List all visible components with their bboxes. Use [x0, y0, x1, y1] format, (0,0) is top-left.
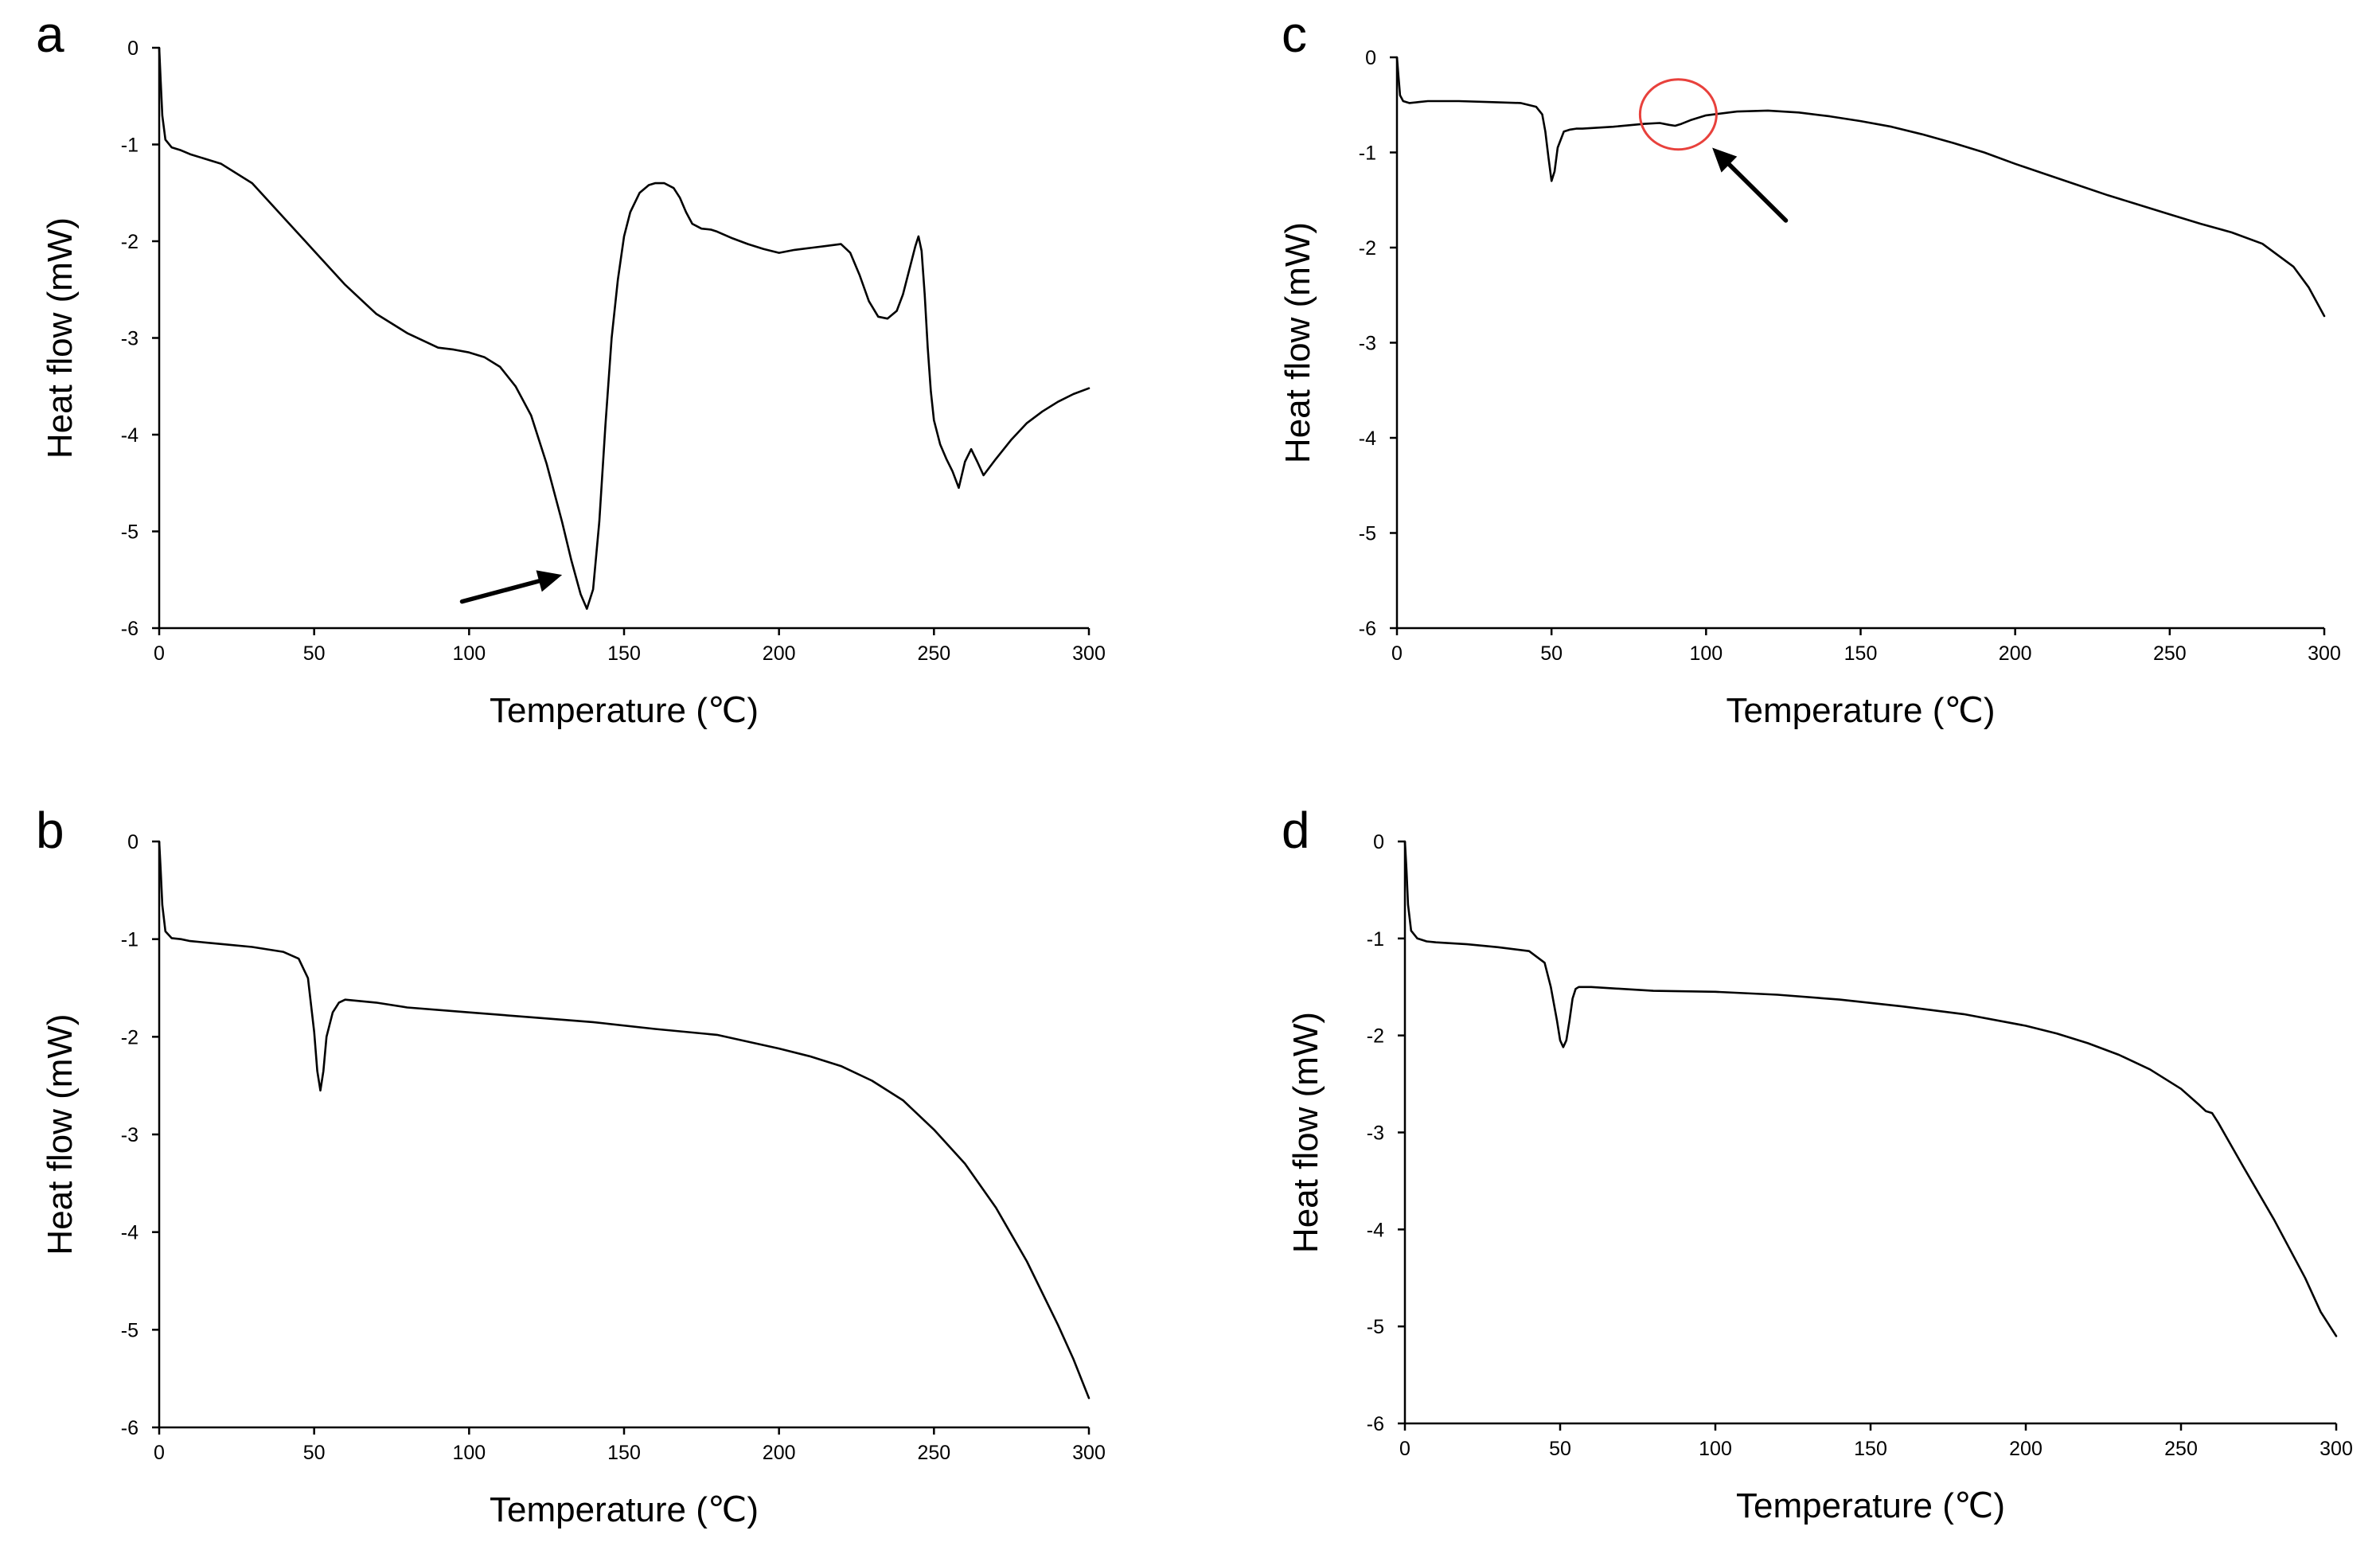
panel-a-x-tick-label: 150: [607, 642, 641, 665]
panel-c-y-axis-title: Heat flow (mW): [1278, 222, 1317, 463]
panel-d-y-tick-label: 0: [1373, 831, 1384, 853]
panel-b-y-tick-label: -5: [121, 1319, 139, 1341]
panel-a-arrow-head: [536, 570, 563, 592]
panel-d-y-tick-label: -3: [1367, 1122, 1384, 1145]
panel-d-label: d: [1282, 802, 1310, 859]
panel-b-x-tick-label: 250: [917, 1442, 950, 1464]
panel-c-y-tick-label: -5: [1359, 523, 1376, 545]
panel-b-y-tick-label: -4: [121, 1222, 139, 1244]
panel-b-heat-flow-curve: [158, 840, 1091, 1400]
panel-a-y-axis-title: Heat flow (mW): [41, 217, 80, 459]
panel-b-y-axis-title: Heat flow (mW): [41, 1013, 80, 1255]
panel-c-y-tick-label: -6: [1359, 618, 1376, 640]
panel-d-x-tick-label: 150: [1854, 1438, 1887, 1460]
panel-a-y-tick-label: -4: [121, 424, 139, 447]
panel-b-y-tick-label: -1: [121, 929, 139, 951]
panel-a-plot-area: 0 50 100 150 200 250 300 0 -1 -2 -3 -4 -5 -6 Temperatu…: [41, 37, 1106, 730]
panel-b-label: b: [36, 802, 64, 859]
panel-d-chart: d 0 50 100 150 200 250 300 0 -1 -2 -3 -4 -5 -6 Tempera…: [1282, 802, 2353, 1525]
panel-d-x-tick-label: 50: [1549, 1438, 1571, 1460]
panel-a-y-tick-label: -2: [121, 231, 139, 253]
panel-c-x-tick-label: 0: [1391, 642, 1403, 665]
panel-d-x-axis-title: Temperature (℃): [1736, 1486, 2005, 1525]
panel-b-y-tick-label: 0: [127, 831, 139, 853]
panel-d-y-tick-label: -1: [1367, 928, 1384, 951]
panel-a-x-tick-label: 250: [917, 642, 950, 665]
panel-d-y-tick-label: -6: [1367, 1413, 1384, 1435]
panel-b-y-tick-label: -3: [121, 1124, 139, 1146]
panel-b-x-tick-label: 0: [154, 1442, 165, 1464]
panel-d-y-tick-label: -5: [1367, 1316, 1384, 1338]
panel-c-y-tick-label: -2: [1359, 237, 1376, 260]
panel-c-y-tick-label: -1: [1359, 143, 1376, 165]
panel-d-x-tick-label: 0: [1399, 1438, 1410, 1460]
panel-a-chart: a 0 50 100 150 200 250 300 0 -1 -2 -3 -4 -5 -6 Tempera…: [36, 6, 1106, 730]
panel-d-y-tick-label: -4: [1367, 1219, 1384, 1241]
panel-c-arrow-shaft: [1726, 162, 1789, 223]
panel-c-y-tick-label: -4: [1359, 428, 1376, 450]
panel-c-x-tick-label: 50: [1540, 642, 1563, 665]
panel-c-arrow-head: [1712, 147, 1738, 173]
panel-b-plot-area: 0 50 100 150 200 250 300 0 -1 -2 -3 -4 -5 -6 Temperatu…: [41, 831, 1106, 1529]
panel-b-chart: b 0 50 100 150 200 250 300 0 -1 -2 -3 -4 -5 -6 Tempera…: [36, 802, 1106, 1529]
panel-c-heat-flow-curve: [1395, 56, 2326, 318]
panel-c-y-tick-label: 0: [1365, 47, 1376, 69]
panel-a-x-tick-label: 50: [303, 642, 326, 665]
panel-b-y-tick-label: -2: [121, 1026, 139, 1048]
panel-d-plot-area: 0 50 100 150 200 250 300 0 -1 -2 -3 -4 -5 -6 Temperatu…: [1286, 831, 2353, 1525]
panel-b-x-tick-label: 50: [303, 1442, 326, 1464]
panel-c-y-tick-label: -3: [1359, 333, 1376, 355]
panel-a-label: a: [36, 6, 64, 63]
panel-b-x-tick-label: 300: [1072, 1442, 1106, 1464]
panel-c-x-axis-title: Temperature (℃): [1726, 691, 1996, 730]
panel-c-x-tick-label: 200: [1999, 642, 2032, 665]
panel-c-highlight-circle: [1638, 78, 1718, 151]
panel-a-heat-flow-curve: [158, 46, 1091, 610]
panel-c-chart: c 0 50 100 150 200 250 300 0 -1 -2 -3 -4 -5 -6 Tempera…: [1278, 6, 2341, 730]
panel-a-x-tick-label: 200: [763, 642, 796, 665]
panel-c-x-tick-label: 250: [2153, 642, 2187, 665]
panel-d-x-tick-label: 300: [2320, 1438, 2353, 1460]
panel-d-y-tick-label: -2: [1367, 1025, 1384, 1048]
panel-b-x-tick-label: 200: [763, 1442, 796, 1464]
panel-c-x-tick-label: 100: [1689, 642, 1723, 665]
panel-a-arrow-shaft: [459, 579, 541, 604]
panel-a-y-tick-label: -3: [121, 328, 139, 350]
panel-c-x-tick-label: 300: [2308, 642, 2341, 665]
panel-b-x-axis-title: Temperature (℃): [490, 1490, 759, 1529]
panel-a-y-tick-label: 0: [127, 37, 139, 60]
panel-d-heat-flow-curve: [1403, 840, 2338, 1337]
panel-d-x-tick-label: 200: [2009, 1438, 2043, 1460]
panel-a-y-tick-label: -1: [121, 135, 139, 157]
panel-c-plot-area: 0 50 100 150 200 250 300 0 -1 -2 -3 -4 -5 -6 Temperatu…: [1278, 47, 2341, 730]
panel-b-x-tick-label: 150: [607, 1442, 641, 1464]
panel-d-x-tick-label: 100: [1699, 1438, 1732, 1460]
panel-a-y-tick-label: -5: [121, 521, 139, 544]
panel-b-x-tick-label: 100: [452, 1442, 486, 1464]
panel-c-label: c: [1282, 6, 1307, 63]
panel-a-x-axis-title: Temperature (℃): [490, 691, 759, 730]
panel-d-x-tick-label: 250: [2164, 1438, 2198, 1460]
panel-a-x-tick-label: 0: [154, 642, 165, 665]
panel-b-y-tick-label: -6: [121, 1417, 139, 1439]
panel-c-x-tick-label: 150: [1844, 642, 1878, 665]
panel-a-y-tick-label: -6: [121, 618, 139, 640]
panel-d-y-axis-title: Heat flow (mW): [1286, 1012, 1325, 1253]
panel-a-x-tick-label: 100: [452, 642, 486, 665]
panel-a-x-tick-label: 300: [1072, 642, 1106, 665]
